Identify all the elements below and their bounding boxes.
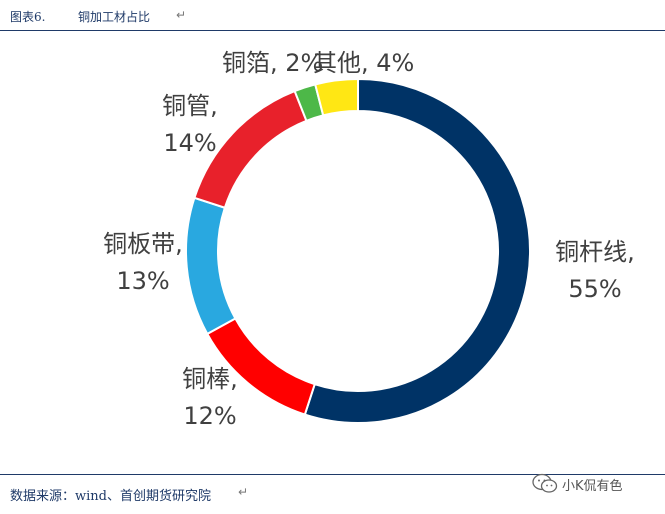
figure-title: 铜加工材占比 bbox=[78, 10, 151, 24]
figure-number: 图表6. bbox=[10, 10, 46, 24]
donut-slice-1 bbox=[303, 77, 531, 424]
watermark-text: 小K侃有色 bbox=[562, 478, 623, 494]
slice-category-label: 铜板带, bbox=[103, 230, 183, 258]
data-source: 数据来源：wind、首创期货研究院 bbox=[10, 489, 211, 504]
donut-chart: 铜杆线, 55% 铜棒, 12% 铜板带, 13% 铜管, 14% 铜箔, 2%其他, 4% bbox=[103, 49, 635, 430]
paragraph-mark-icon: ↵ bbox=[238, 485, 249, 499]
figure-header: 图表6. 铜加工材占比 ↵ bbox=[0, 0, 665, 31]
slice-value-label: 12% bbox=[183, 402, 236, 430]
slice-value-label: 13% bbox=[116, 267, 169, 295]
wechat-icon bbox=[532, 473, 558, 493]
slice-data-label: 其他, 4% bbox=[313, 49, 414, 77]
slice-category-label: 铜管, bbox=[162, 92, 218, 120]
slice-value-label: 14% bbox=[163, 129, 216, 157]
paragraph-mark-icon: ↵ bbox=[176, 8, 187, 22]
slice-value-label: 55% bbox=[568, 275, 621, 303]
slice-data-label: 铜箔, 2% bbox=[222, 49, 323, 77]
donut-slice-3 bbox=[185, 196, 237, 336]
chart-area: 铜杆线, 55% 铜棒, 12% 铜板带, 13% 铜管, 14% 铜箔, 2% 其他, 4% bbox=[0, 32, 665, 472]
slice-category-label: 铜杆线, bbox=[555, 238, 635, 266]
slice-category-label: 铜棒, bbox=[182, 365, 238, 393]
watermark: 小K侃有色 bbox=[532, 470, 623, 498]
figure-footer: 数据来源：wind、首创期货研究院 ↵ bbox=[0, 474, 665, 514]
donut-slice-6 bbox=[314, 77, 359, 117]
